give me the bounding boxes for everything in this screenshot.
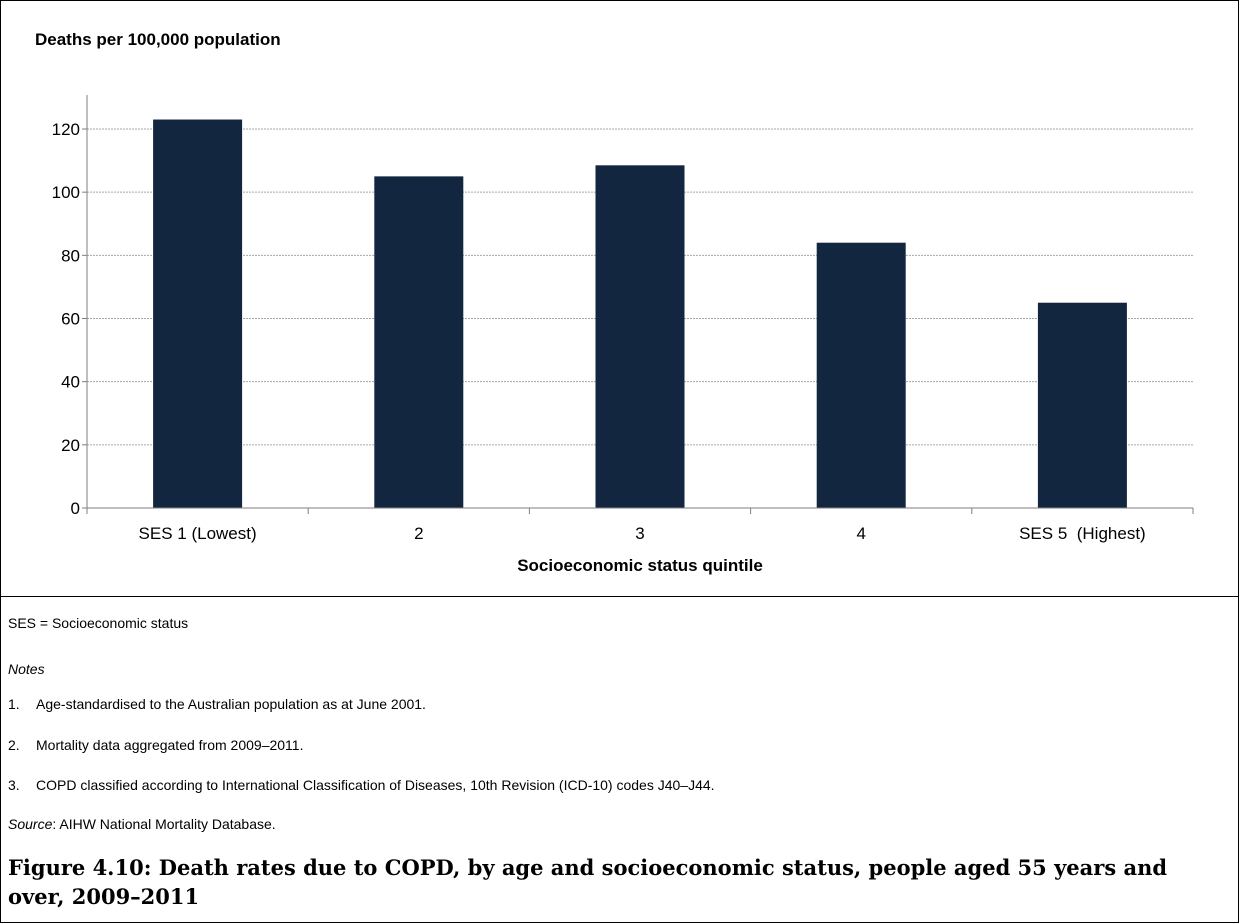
bar (816, 242, 906, 508)
y-tick-label: 120 (52, 120, 80, 139)
source-note: Source: AIHW National Mortality Database… (8, 815, 276, 833)
note-number: 2. (8, 737, 20, 753)
source-text: : AIHW National Mortality Database. (52, 816, 276, 832)
x-tick-label: 3 (635, 524, 644, 543)
note-item-3: 3. COPD classified according to Internati… (8, 776, 715, 794)
y-tick-label: 100 (52, 183, 80, 202)
chart-area: Deaths per 100,000 population 0 20 40 60 80 1… (35, 30, 1194, 575)
note-number: 3. (8, 777, 20, 793)
y-axis-title: Deaths per 100,000 population (35, 30, 281, 49)
y-tick-label: 60 (61, 310, 80, 329)
source-label: Source (8, 816, 53, 832)
notes-heading: Notes (8, 661, 45, 677)
x-tick-label: 2 (414, 524, 423, 543)
note-number: 1. (8, 696, 20, 712)
x-axis-title: Socioeconomic status quintile (517, 556, 763, 575)
bar-chart: 0 20 40 60 80 100 120 SES 1 (Lowest) 2 3 4 SES 5 (H… (52, 95, 1194, 575)
note-item-2: 2. Mortality data aggregated from 2009–20… (8, 736, 303, 754)
y-tick-label: 40 (61, 373, 80, 392)
figure-caption: Figure 4.10: Death rates due to COPD, by… (8, 855, 1168, 909)
x-tick-label: SES 1 (Lowest) (139, 524, 257, 543)
y-tick-label: 80 (61, 246, 80, 265)
note-text: Mortality data aggregated from 2009–2011… (36, 737, 304, 753)
x-tick-label: SES 5 (Highest) (1019, 524, 1146, 543)
abbreviation-note: SES = Socioeconomic status (8, 615, 189, 631)
note-text: Age-standardised to the Australian popul… (36, 696, 426, 712)
y-tick-label: 0 (71, 499, 80, 518)
bar (153, 119, 243, 509)
bar (1037, 302, 1127, 508)
x-tick-label: 4 (856, 524, 865, 543)
note-text: COPD classified according to Internation… (36, 777, 715, 793)
bar (595, 165, 685, 508)
chart-divider (0, 596, 1239, 597)
note-item-1: 1. Age-standardised to the Australian pop… (8, 695, 426, 713)
bar (374, 176, 464, 508)
y-tick-label: 20 (61, 436, 80, 455)
